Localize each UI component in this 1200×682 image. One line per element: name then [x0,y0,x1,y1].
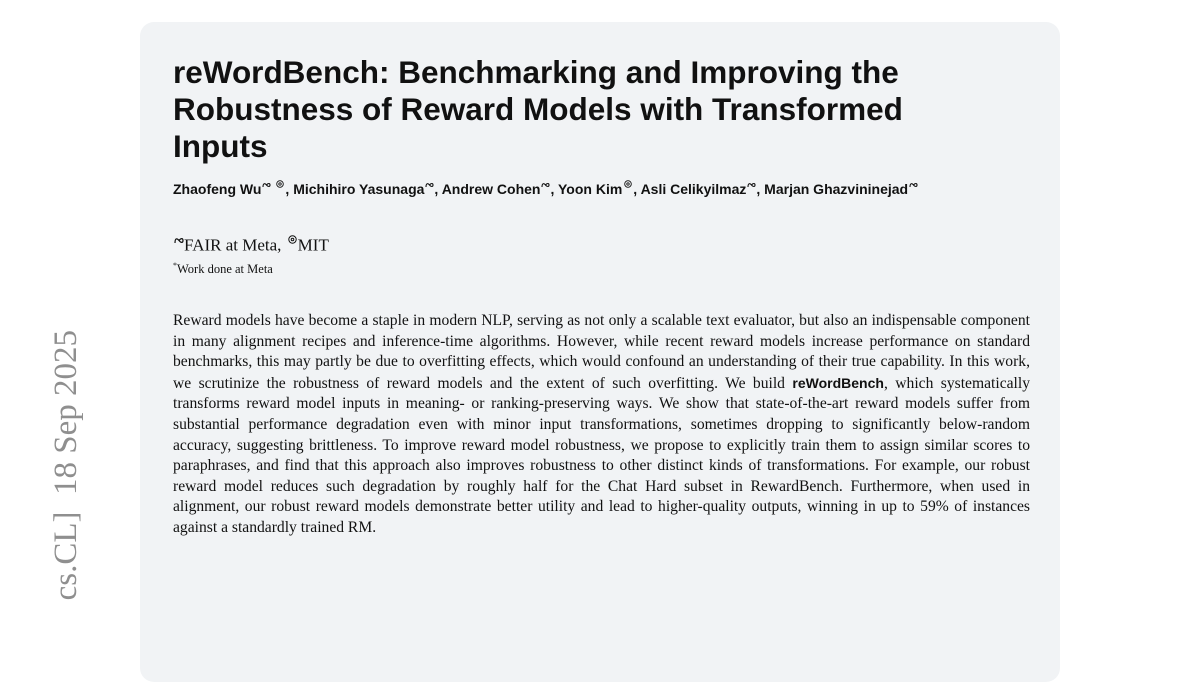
author: Marjan Ghazvininejad [764,181,918,197]
author-name: Yoon Kim [558,181,623,197]
paper-header-card: reWordBench: Benchmarking and Improving … [140,22,1060,682]
author: Zhaofeng Wu, [173,180,290,197]
abstract: Reward models have become a staple in mo… [173,311,1030,539]
meta-icon [262,183,271,188]
spacer [272,182,274,188]
affiliations: FAIR at Meta, MIT [173,235,329,256]
paper-title: reWordBench: Benchmarking and Improving … [173,54,903,165]
footnote: *Work done at Meta [173,261,273,277]
abstract-bold: reWordBench [792,374,884,391]
title-line: Robustness of Reward Models with Transfo… [173,91,903,127]
footnote-text: Work done at Meta [177,262,273,277]
abstract-text: Reward models have become a staple in mo… [173,312,1030,392]
meta-icon [174,238,184,244]
arxiv-stamp: cs.CL] 18 Sep 2025 [48,330,84,601]
author-list: Zhaofeng Wu, Michihiro Yasunaga, Andrew … [173,179,963,200]
mit-icon [276,180,285,189]
author: Asli Celikyilmaz, [641,181,761,197]
author-name: Andrew Cohen [441,181,541,197]
title-line: reWordBench: Benchmarking and Improving … [173,54,899,90]
separator: , [277,235,282,255]
separator: , [756,181,761,197]
affiliation: MIT [297,235,329,255]
separator: , [550,181,555,197]
footnote-marker: * [173,261,177,270]
author: Andrew Cohen, [442,181,555,197]
meta-icon [909,183,918,188]
separator: , [434,181,439,197]
author-name: Michihiro Yasunaga [293,181,425,197]
affiliation: FAIR at Meta [184,235,278,255]
meta-icon [541,183,551,188]
author: Yoon Kim, [558,180,638,197]
abstract-text: , which systematically transforms reward… [173,374,1031,536]
meta-icon [425,183,434,188]
separator: , [285,181,290,197]
title-line: Inputs [173,128,268,164]
author-name: Asli Celikyilmaz [640,181,747,197]
mit-icon [287,235,297,244]
page: cs.CL] 18 Sep 2025 reWordBench: Benchmar… [48,22,1060,682]
mit-icon [624,180,633,189]
separator: , [633,181,638,197]
author-name: Zhaofeng Wu [173,181,262,197]
author-name: Marjan Ghazvininejad [764,181,909,197]
meta-icon [747,183,756,188]
author: Michihiro Yasunaga, [293,181,438,197]
